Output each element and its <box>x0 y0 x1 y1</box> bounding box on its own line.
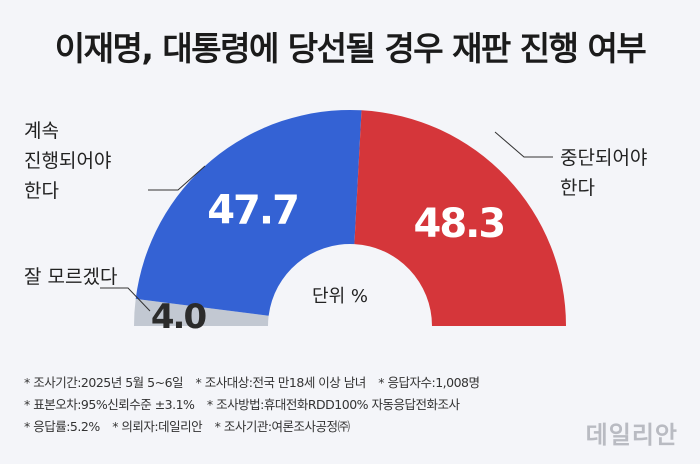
label-unsure: 잘 모르겠다 <box>24 266 118 288</box>
value-label-continue: 47.7 <box>207 187 298 233</box>
note-item: * 응답자수:1,008명 <box>378 375 480 390</box>
value-label-stop: 48.3 <box>414 201 505 247</box>
note-item: * 조사기관:여론조사공정㈜ <box>214 419 350 434</box>
label-continue-line: 계속 <box>24 120 59 142</box>
note-item: * 의뢰자:데일리안 <box>112 419 203 434</box>
label-stop-line: 한다 <box>560 177 595 199</box>
unit-label: 단위 % <box>312 286 368 307</box>
label-continue-line: 진행되어야 <box>24 150 112 172</box>
note-item: * 조사기간:2025년 5월 5~6일 <box>24 375 184 390</box>
notes-line-3: * 응답률:5.2% * 의뢰자:데일리안 * 조사기관:여론조사공정㈜ <box>24 416 489 438</box>
label-stop: 중단되어야 한다 <box>560 143 647 203</box>
slice-unsure <box>134 298 269 326</box>
label-continue: 계속 진행되어야 한다 <box>24 116 111 206</box>
slice-continue <box>135 110 362 316</box>
note-item: * 조사대상:전국 만18세 이상 남녀 <box>195 375 367 390</box>
notes-line-1: * 조사기간:2025년 5월 5~6일 * 조사대상:전국 만18세 이상 남… <box>24 372 489 394</box>
slice-stop <box>354 110 566 326</box>
note-item: * 응답률:5.2% <box>24 419 100 434</box>
label-continue-line: 한다 <box>24 180 59 202</box>
leader-line-stop <box>494 131 553 158</box>
brand-logo: 데일리안 <box>585 421 678 449</box>
value-label-unsure: 4.0 <box>151 297 207 337</box>
survey-notes: * 조사기간:2025년 5월 5~6일 * 조사대상:전국 만18세 이상 남… <box>24 372 489 438</box>
chart-title: 이재명, 대통령에 당선될 경우 재판 진행 여부 <box>54 29 647 68</box>
notes-line-2: * 표본오차:95%신뢰수준 ±3.1% * 조사방법:휴대전화RDD100% … <box>24 394 489 416</box>
note-item: * 조사방법:휴대전화RDD100% 자동응답전화조사 <box>206 397 460 412</box>
note-item: * 표본오차:95%신뢰수준 ±3.1% <box>24 397 195 412</box>
label-stop-line: 중단되어야 <box>560 147 648 169</box>
leader-line-unsure <box>100 287 151 312</box>
leader-line-continue <box>148 165 206 191</box>
